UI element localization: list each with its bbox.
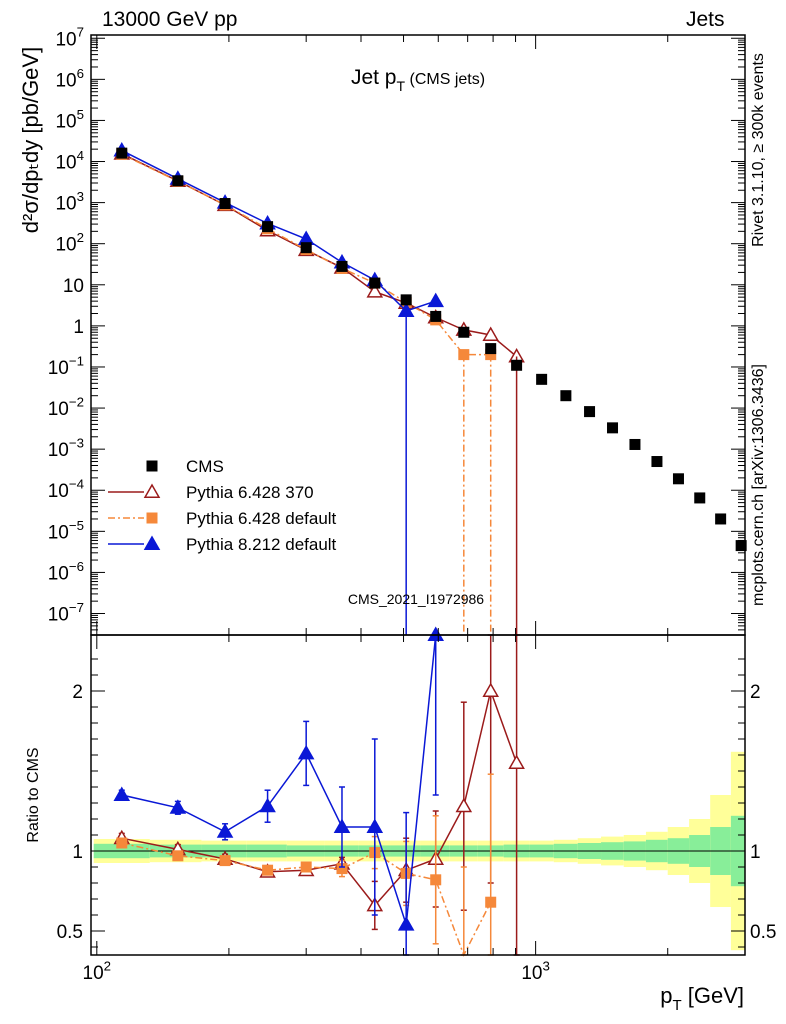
ratio-marker	[336, 863, 348, 875]
page-header: 13000 GeV pp Jets	[0, 0, 786, 31]
ratio-marker	[455, 797, 473, 813]
ratio-marker	[300, 861, 312, 873]
y-tick-label: 105	[55, 107, 84, 133]
series-line-ratio	[121, 688, 518, 907]
ratio-marker	[482, 682, 499, 697]
ratio-y-tick-label: 1	[72, 842, 83, 863]
ratio-y-tick-label-right: 0.5	[750, 922, 776, 943]
series-line-main	[121, 153, 491, 356]
legend-marker	[143, 483, 161, 498]
legend-marker	[146, 512, 158, 524]
legend-marker	[146, 460, 158, 472]
data-point	[300, 242, 312, 254]
y-axis-label: d²σ/dpₜdy [pb/GeV]	[18, 47, 43, 233]
data-point	[511, 359, 523, 371]
y-tick-label: 10−4	[48, 477, 84, 503]
data-point	[116, 147, 128, 159]
ratio-marker	[427, 626, 445, 641]
x-tick-label: 103	[521, 958, 550, 984]
series-marker	[482, 326, 499, 341]
ratio-marker	[116, 837, 128, 849]
ratio-y-tick-label-right: 2	[750, 682, 761, 703]
ratio-marker	[113, 786, 131, 801]
y-tick-label: 1	[73, 317, 84, 338]
data-point	[629, 438, 641, 450]
data-point	[651, 456, 663, 468]
legend-label: Pythia 6.428 370	[186, 483, 314, 502]
plot-title: Jet pT (CMS jets)	[351, 66, 485, 94]
y-tick-label: 103	[55, 189, 84, 215]
ratio-marker	[262, 864, 274, 876]
ratio-marker	[219, 855, 231, 867]
ratio-marker	[172, 850, 184, 862]
ratio-marker	[216, 823, 234, 838]
ratio-marker	[333, 818, 351, 833]
series-marker	[366, 283, 384, 298]
legend-label: Pythia 6.428 default	[186, 509, 337, 528]
ratio-y-tick-label: 0.5	[57, 922, 83, 943]
y-tick-label: 107	[55, 25, 84, 51]
y-tick-label: 10−5	[48, 518, 84, 544]
watermark: CMS_2021_I1972986	[348, 591, 484, 607]
legend-label: CMS	[186, 457, 224, 476]
data-point	[262, 221, 274, 233]
data-point	[172, 175, 184, 187]
y-tick-label: 104	[55, 148, 84, 174]
data-point	[219, 198, 231, 210]
data-point	[369, 277, 381, 289]
ratio-marker	[397, 916, 415, 931]
ratio-marker	[259, 797, 276, 813]
x-axis-label: pT [GeV]	[660, 983, 744, 1014]
ratio-marker	[485, 896, 497, 908]
ratio-marker	[430, 874, 442, 886]
legend-marker	[143, 535, 161, 550]
y-tick-label: 10−6	[48, 559, 84, 585]
y-tick-label: 10−1	[48, 353, 84, 379]
category-label: Jets	[686, 8, 725, 31]
rivet-version-label: Rivet 3.1.10, ≥ 300k events	[750, 53, 767, 247]
ratio-marker	[366, 818, 384, 833]
data-point	[584, 406, 596, 418]
ratio-marker	[508, 754, 525, 769]
data-point	[560, 390, 572, 402]
data-point	[430, 310, 442, 322]
data-point	[336, 260, 348, 272]
ratio-y-tick-label: 2	[72, 682, 83, 703]
series-line-ratio	[121, 634, 437, 925]
mcplots-label: mcplots.cern.ch [arXiv:1306.3436]	[750, 364, 767, 606]
ratio-marker	[297, 744, 315, 760]
data-point	[735, 540, 747, 552]
data-point	[715, 513, 727, 525]
data-point	[485, 343, 497, 355]
data-point	[536, 373, 548, 385]
ratio-plot-frame	[90, 634, 746, 956]
data-point	[458, 326, 470, 338]
ratio-y-axis-label: Ratio to CMS	[25, 747, 42, 842]
y-tick-label: 10−3	[48, 436, 84, 462]
data-point	[400, 294, 412, 306]
data-point	[672, 473, 684, 485]
y-tick-label: 10	[63, 276, 84, 297]
series-line-main	[121, 149, 436, 312]
data-point	[694, 492, 706, 504]
ratio-y-tick-label-right: 1	[750, 842, 761, 863]
y-tick-label: 102	[55, 230, 84, 256]
x-tick-label: 102	[83, 958, 112, 984]
ratio-marker	[169, 799, 187, 814]
y-tick-label: 10−7	[48, 600, 84, 626]
series-marker	[427, 292, 445, 308]
process-label: 13000 GeV pp	[102, 8, 238, 31]
y-tick-label: 10−2	[48, 395, 84, 421]
data-point	[607, 422, 619, 434]
legend-label: Pythia 8.212 default	[186, 535, 337, 554]
y-tick-label: 106	[55, 66, 84, 92]
